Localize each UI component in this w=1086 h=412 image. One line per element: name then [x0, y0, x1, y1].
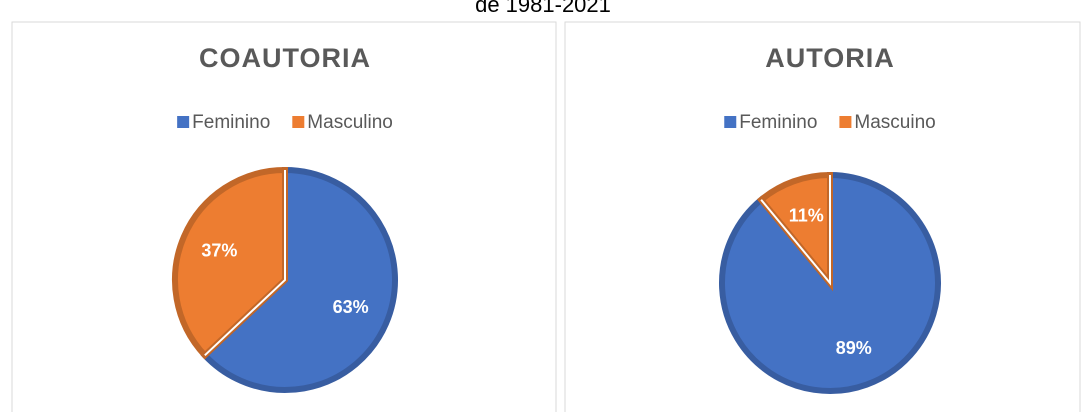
legend-label: Mascuino — [854, 112, 935, 133]
pie-slice — [172, 166, 288, 360]
legend: Feminino Masculino — [177, 112, 393, 133]
pie-slice — [756, 171, 833, 292]
legend-swatch — [724, 116, 737, 128]
data-label: 89% — [836, 338, 872, 358]
slice-gap — [204, 170, 286, 357]
pie-slice — [200, 166, 398, 393]
data-label: 63% — [333, 297, 369, 317]
caption: de 1981-2021 — [475, 0, 611, 17]
legend: Feminino Mascuino — [724, 112, 936, 133]
legend-swatch — [177, 116, 190, 128]
slice-gap — [760, 175, 831, 286]
chart-title: AUTORIA — [765, 43, 895, 73]
legend-label: Feminino — [192, 112, 270, 133]
chart-title: COAUTORIA — [199, 43, 371, 73]
data-label: 11% — [789, 206, 824, 226]
legend-swatch — [292, 116, 305, 128]
legend-label: Masculino — [307, 112, 393, 133]
data-label: 37% — [201, 240, 237, 260]
legend-label: Feminino — [739, 112, 817, 133]
legend-swatch — [839, 116, 852, 128]
